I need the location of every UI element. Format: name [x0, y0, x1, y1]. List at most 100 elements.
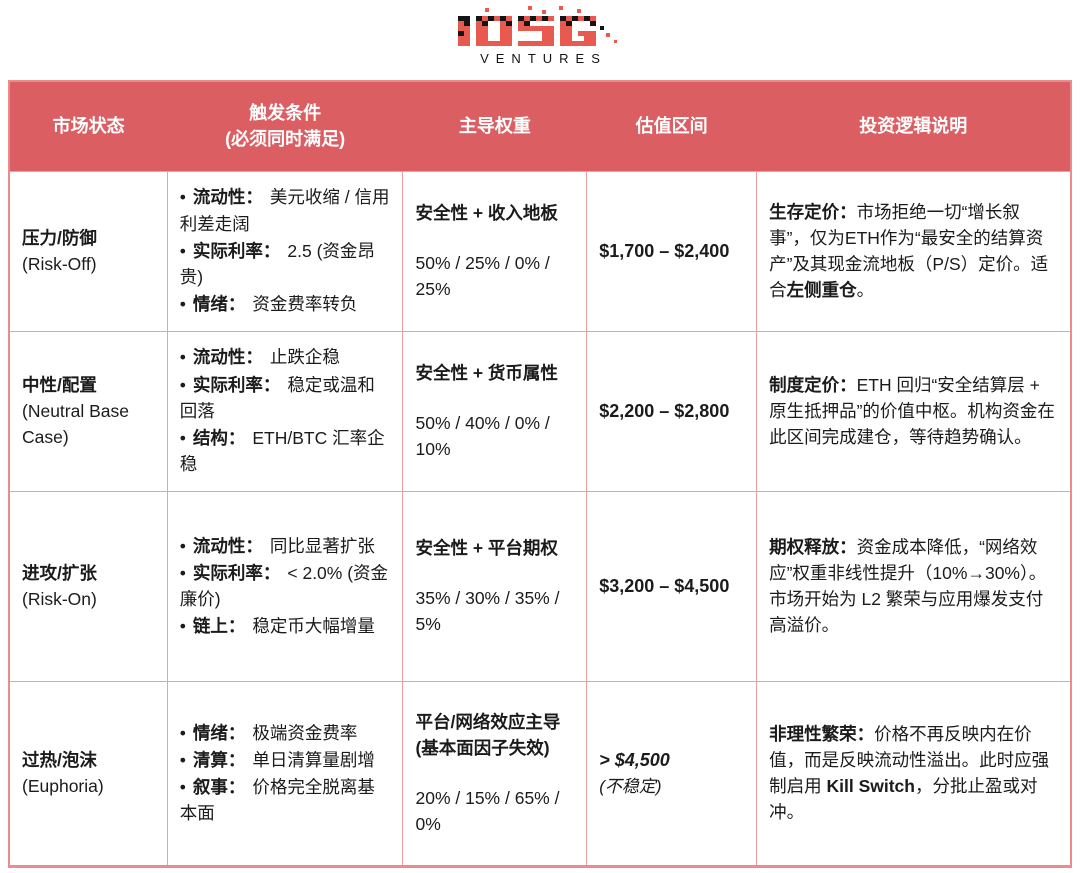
- weight-title: 安全性 + 收入地板: [415, 202, 558, 223]
- logic-text-segment: 。: [856, 280, 875, 301]
- trigger-label: 流动性：: [192, 535, 263, 556]
- trigger-label: 情绪：: [192, 294, 246, 315]
- trigger-label: 叙事：: [192, 777, 246, 797]
- table-row: 进攻/扩张 (Risk-On) • 流动性： 同比显著扩张 • 实际利率： < 2.0% …: [8, 490, 1072, 682]
- trigger-text: 止跌企稳: [269, 347, 340, 368]
- trigger-item: • 链上： 稳定币大幅增量: [180, 613, 391, 639]
- trigger-item: • 叙事： 价格完全脱离基本面: [180, 774, 391, 827]
- trigger-list: • 流动性： 同比显著扩张 • 实际利率： < 2.0% (资金廉价) • 链上： 稳定币大幅增…: [180, 533, 391, 640]
- table-row: 过热/泡沫 (Euphoria) • 情绪： 极端资金费率 • 清算： 单日清算量剧增 • 叙…: [8, 680, 1072, 867]
- bullet-icon: •: [179, 616, 186, 637]
- table-body: 压力/防御 (Risk-Off) • 流动性： 美元收缩 / 信用利差走阔 • 实际利率…: [8, 170, 1072, 867]
- dominant-weight-cell: 安全性 + 收入地板 50% / 25% / 0% / 25%: [402, 170, 588, 332]
- market-state-cell: 进攻/扩张 (Risk-On): [8, 490, 168, 682]
- trigger-item: • 实际利率： < 2.0% (资金廉价): [180, 560, 391, 613]
- iosg-logo: IOSG: [0, 0, 1080, 80]
- trigger-item: • 清算： 单日清算量剧增: [180, 747, 391, 773]
- logic-text-segment: ，分批止盈或对冲。: [769, 776, 1038, 823]
- state-name: 进攻/扩张: [22, 562, 97, 583]
- market-state-cell: 中性/配置 (Neutral Base Case): [8, 330, 168, 492]
- header-investment-logic: 投资逻辑说明: [756, 81, 1071, 171]
- trigger-text: 美元收缩 / 信用利差走阔: [179, 187, 390, 234]
- bullet-icon: •: [179, 374, 186, 395]
- weight-title: 安全性 + 货币属性: [415, 362, 558, 383]
- valuation-range: $3,200 – $4,500: [599, 575, 730, 596]
- valuation-note: (不稳定): [599, 776, 662, 796]
- trigger-text: 2.5 (资金昂贵): [179, 240, 375, 288]
- state-name: 过热/泡沫: [22, 749, 97, 770]
- trigger-label: 清算：: [192, 749, 246, 770]
- trigger-item: • 流动性： 止跌企稳: [180, 344, 391, 370]
- logo-ventures-text: VENTURES: [480, 51, 607, 66]
- valuation-range: > $4,500: [599, 749, 670, 770]
- weight-title: 安全性 + 平台期权: [415, 537, 558, 558]
- investment-logic-cell: 生存定价：市场拒绝一切“增长叙事”，仅为ETH作为“最安全的结算资产”及其现金流…: [756, 170, 1072, 332]
- trigger-list: • 情绪： 极端资金费率 • 清算： 单日清算量剧增 • 叙事： 价格完全脱离基本面: [180, 720, 391, 827]
- trigger-item: • 实际利率： 2.5 (资金昂贵): [180, 238, 391, 291]
- bullet-icon: •: [179, 562, 186, 583]
- bullet-icon: •: [179, 240, 186, 261]
- logic-text-segment: ETH 回归“安全结算层 + 原生抵押品”的价值中枢。机构资金在此区间完成建仓，…: [769, 374, 1055, 448]
- table-row: 压力/防御 (Risk-Off) • 流动性： 美元收缩 / 信用利差走阔 • 实际利率…: [8, 170, 1072, 332]
- trigger-conditions-cell: • 流动性： 美元收缩 / 信用利差走阔 • 实际利率： 2.5 (资金昂贵) • 情绪： 资金…: [166, 170, 404, 332]
- trigger-text: ETH/BTC 汇率企稳: [179, 428, 385, 475]
- trigger-item: • 情绪： 资金费率转负: [180, 291, 391, 317]
- valuation-range-cell: > $4,500 (不稳定): [586, 680, 758, 867]
- investment-logic-cell: 制度定价：ETH 回归“安全结算层 + 原生抵押品”的价值中枢。机构资金在此区间…: [756, 330, 1072, 492]
- investment-logic-text: 制度定价：ETH 回归“安全结算层 + 原生抵押品”的价值中枢。机构资金在此区间…: [769, 372, 1058, 451]
- logic-bold-text: 左侧重仓: [786, 280, 857, 301]
- bullet-icon: •: [179, 428, 186, 449]
- bullet-icon: •: [179, 294, 186, 315]
- trigger-text: 极端资金费率: [252, 722, 358, 743]
- bullet-icon: •: [179, 749, 186, 770]
- valuation-range-cell: $2,200 – $2,800: [586, 330, 758, 492]
- table-row: 中性/配置 (Neutral Base Case) • 流动性： 止跌企稳 • 实际利率…: [8, 330, 1072, 492]
- weight-values: 50% / 40% / 0% / 10%: [415, 412, 550, 460]
- trigger-list: • 流动性： 美元收缩 / 信用利差走阔 • 实际利率： 2.5 (资金昂贵) • 情绪： 资金…: [180, 184, 391, 317]
- weight-values: 50% / 25% / 0% / 25%: [415, 252, 550, 300]
- valuation-range: $1,700 – $2,400: [599, 240, 730, 261]
- dominant-weight-cell: 安全性 + 平台期权 35% / 30% / 35% / 5%: [402, 490, 588, 682]
- trigger-list: • 流动性： 止跌企稳 • 实际利率： 稳定或温和回落 • 结构： ETH/BTC 汇率企稳: [180, 344, 391, 477]
- trigger-label: 流动性：: [192, 347, 263, 368]
- trigger-item: • 结构： ETH/BTC 汇率企稳: [180, 425, 391, 478]
- weight-title: 平台/网络效应主导(基本面因子失效): [415, 711, 561, 758]
- header-trigger-conditions: 触发条件 (必须同时满足): [167, 81, 403, 171]
- trigger-text: 资金费率转负: [252, 294, 358, 315]
- logic-text-segment: 市场拒绝一切“增长叙事”，仅为ETH作为“最安全的结算资产”及其现金流地板（P/…: [769, 201, 1049, 301]
- state-name: 压力/防御: [22, 227, 97, 248]
- investment-logic-text: 期权释放：资金成本降低，“网络效应”权重非线性提升（10%→30%）。市场开始为…: [769, 534, 1058, 639]
- trigger-label: 结构：: [192, 428, 246, 449]
- valuation-range: $2,200 – $2,800: [599, 400, 730, 421]
- trigger-label: 实际利率：: [192, 562, 281, 583]
- state-name-english: (Euphoria): [22, 776, 104, 796]
- market-state-cell: 压力/防御 (Risk-Off): [8, 170, 168, 332]
- bullet-icon: •: [179, 347, 186, 368]
- trigger-label: 实际利率：: [192, 374, 281, 395]
- header-market-state: 市场状态: [9, 81, 168, 171]
- trigger-text: 价格完全脱离基本面: [179, 777, 375, 824]
- trigger-text: 稳定币大幅增量: [252, 616, 375, 637]
- trigger-conditions-cell: • 情绪： 极端资金费率 • 清算： 单日清算量剧增 • 叙事： 价格完全脱离基本面: [166, 680, 404, 867]
- state-name: 中性/配置: [22, 374, 97, 395]
- state-name-english: (Risk-On): [22, 589, 97, 609]
- trigger-label: 情绪：: [192, 722, 246, 743]
- trigger-conditions-cell: • 流动性： 止跌企稳 • 实际利率： 稳定或温和回落 • 结构： ETH/BTC 汇率企稳: [166, 330, 404, 492]
- trigger-text: 稳定或温和回落: [179, 374, 375, 421]
- bullet-icon: •: [179, 535, 186, 556]
- investment-logic-cell: 期权释放：资金成本降低，“网络效应”权重非线性提升（10%→30%）。市场开始为…: [756, 490, 1072, 682]
- investment-logic-text: 生存定价：市场拒绝一切“增长叙事”，仅为ETH作为“最安全的结算资产”及其现金流…: [769, 199, 1058, 304]
- valuation-range-cell: $1,700 – $2,400: [586, 170, 758, 332]
- trigger-text: < 2.0% (资金廉价): [179, 562, 389, 609]
- trigger-label: 链上：: [192, 616, 246, 637]
- weight-values: 35% / 30% / 35% / 5%: [415, 587, 560, 635]
- iosg-pixel-art-icon: [458, 6, 617, 46]
- trigger-item: • 实际利率： 稳定或温和回落: [180, 372, 391, 425]
- bullet-icon: •: [179, 777, 186, 797]
- dominant-weight-cell: 平台/网络效应主导(基本面因子失效) 20% / 15% / 65% / 0%: [402, 680, 588, 867]
- table-header: 市场状态 触发条件 (必须同时满足) 主导权重 估值区间 投资逻辑说明: [9, 81, 1071, 171]
- valuation-range-cell: $3,200 – $4,500: [586, 490, 758, 682]
- logic-bold-text: 生存定价：: [769, 201, 857, 222]
- trigger-item: • 流动性： 美元收缩 / 信用利差走阔: [180, 184, 391, 237]
- logic-bold-text: Kill Switch: [826, 776, 915, 796]
